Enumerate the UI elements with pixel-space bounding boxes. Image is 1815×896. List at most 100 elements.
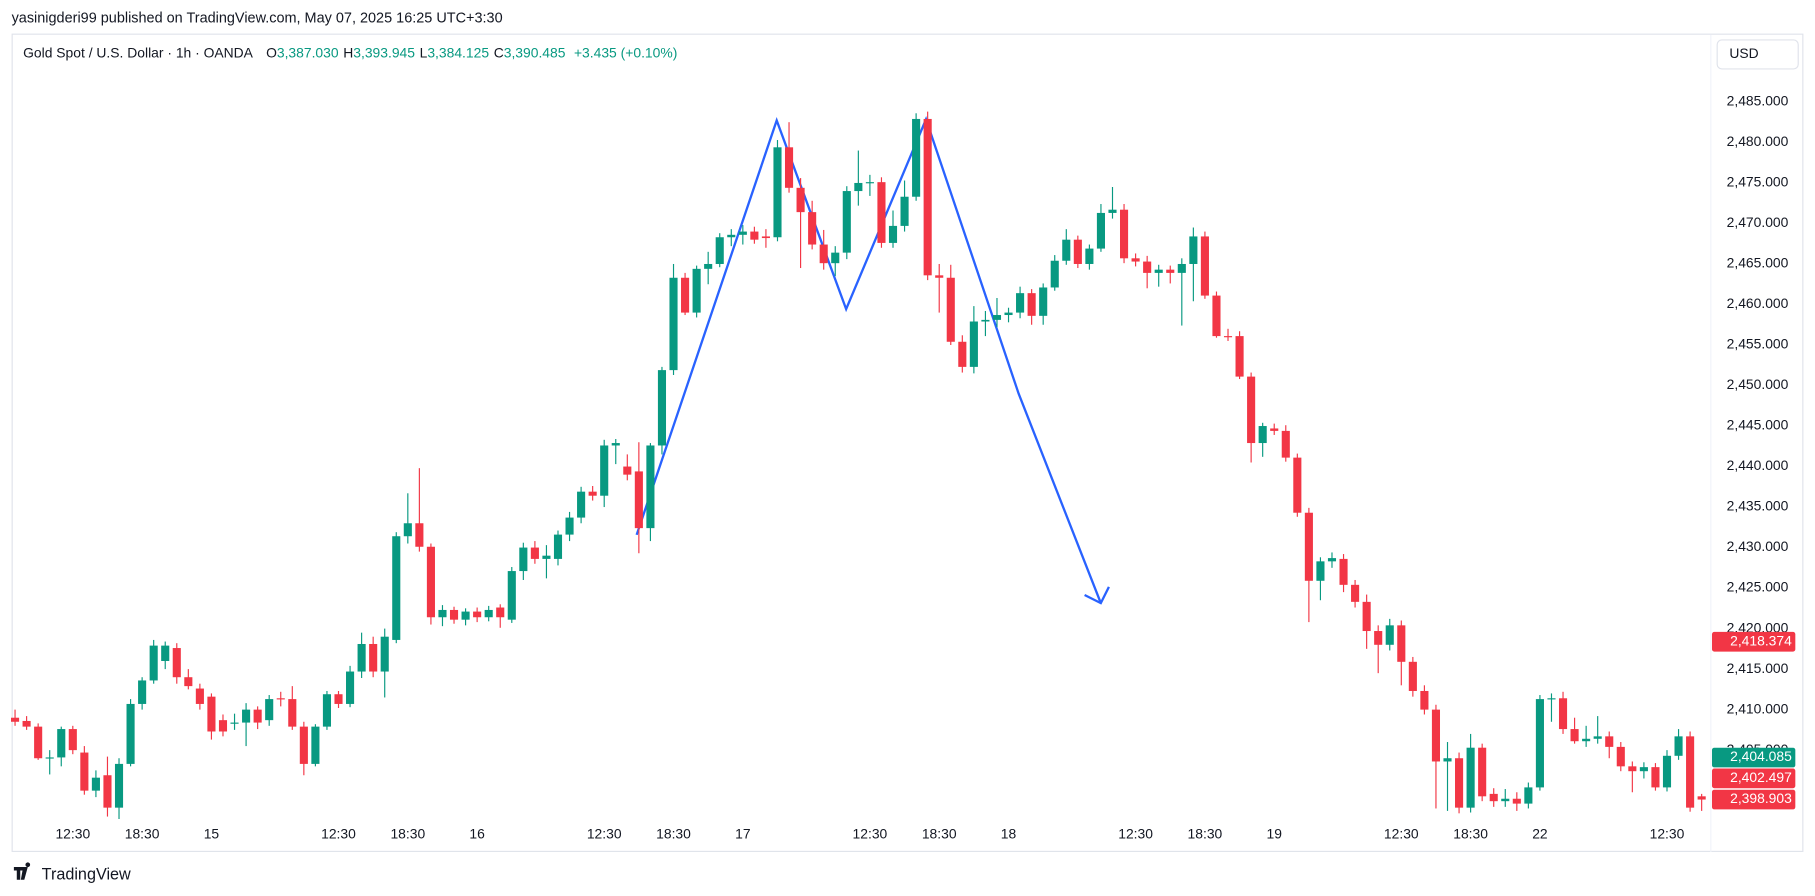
candle-body <box>91 777 100 791</box>
candle-body <box>796 187 805 213</box>
candle-body <box>1639 767 1648 772</box>
candle-body <box>981 319 990 322</box>
candle-body <box>473 611 482 618</box>
legend: Gold Spot / U.S. Dollar · 1h · OANDA O3,… <box>23 44 677 60</box>
x-tick-label: 18:30 <box>390 825 425 841</box>
candle-body <box>172 648 181 678</box>
candle-body <box>1662 755 1672 788</box>
candle-body <box>577 491 586 518</box>
candle-body <box>1408 661 1417 691</box>
candle-body <box>727 234 736 238</box>
y-tick-label: 2,440.000 <box>1727 457 1789 473</box>
y-tick-label: 2,450.000 <box>1727 376 1789 392</box>
candle-body <box>242 709 251 723</box>
candle-body <box>1582 738 1591 742</box>
candle-body <box>1177 263 1186 273</box>
candle-body <box>1281 430 1290 458</box>
candle-body <box>322 694 332 727</box>
candle-body <box>380 636 389 672</box>
candle-body <box>1085 248 1094 264</box>
candle-body <box>1674 736 1683 756</box>
candle-body <box>1501 798 1510 802</box>
ohlc-key: O <box>266 44 277 60</box>
x-tick-label: 18:30 <box>125 825 160 841</box>
y-tick-label: 2,425.000 <box>1727 579 1789 595</box>
candle-body <box>34 726 43 759</box>
candle-body <box>1096 212 1105 249</box>
y-tick-label: 2,465.000 <box>1727 255 1789 271</box>
candle-body <box>1593 736 1602 739</box>
candle-body <box>1212 295 1221 337</box>
candle-body <box>1697 796 1706 800</box>
y-tick-label: 2,475.000 <box>1727 174 1789 190</box>
candle-body <box>218 720 228 732</box>
price-tag <box>1711 768 1796 789</box>
candle-body <box>103 775 112 808</box>
candle-body <box>346 671 355 704</box>
candle-body <box>1004 312 1013 316</box>
plot: 2,405.0002,410.0002,415.0002,420.0002,42… <box>10 93 1796 841</box>
publisher-line: yasinigderi99 published on TradingView.c… <box>12 10 503 26</box>
candle-body <box>969 321 978 367</box>
candle-body <box>1558 698 1568 730</box>
candle-body <box>126 703 135 764</box>
candle-body <box>600 445 609 496</box>
x-tick-label: 18:30 <box>1188 825 1223 841</box>
candle-body <box>623 466 632 475</box>
currency-label[interactable]: USD <box>1729 45 1758 61</box>
candle-body <box>704 263 713 269</box>
candle-body <box>715 237 724 264</box>
y-tick-label: 2,485.000 <box>1727 93 1789 109</box>
x-tick-label: 22 <box>1532 825 1548 841</box>
candle-body <box>1651 767 1660 788</box>
candle-body <box>1027 293 1036 316</box>
ohlc-key: H <box>343 44 353 60</box>
candle-body <box>1455 758 1464 808</box>
y-tick-label: 2,415.000 <box>1727 660 1789 676</box>
candle-body <box>80 752 89 791</box>
candle-body <box>1247 376 1256 444</box>
candle-body <box>946 277 955 342</box>
candle-body <box>819 244 828 264</box>
candle-body <box>681 277 690 313</box>
candle-body <box>1489 793 1498 802</box>
candle-body <box>1420 690 1429 710</box>
x-tick-label: 18:30 <box>656 825 691 841</box>
candle-body <box>1073 239 1082 264</box>
ohlc-value: 3,390.485 <box>504 44 566 60</box>
candle-body <box>530 547 539 559</box>
candle-body <box>900 196 909 226</box>
candle-body <box>161 645 170 662</box>
candle-body <box>1016 293 1025 313</box>
y-tick-label: 2,470.000 <box>1727 214 1789 230</box>
candle-body <box>1062 239 1071 261</box>
ohlc-value: 3,384.125 <box>427 44 489 60</box>
candle-body <box>1686 736 1695 808</box>
candle-body <box>1535 699 1544 788</box>
candle-body <box>1166 269 1175 273</box>
candle-body <box>773 147 782 238</box>
candle-body <box>114 763 124 808</box>
candle-body <box>1258 426 1267 444</box>
x-tick-label: 18:30 <box>1453 825 1488 841</box>
candle-body <box>22 720 31 727</box>
candle-body <box>634 471 643 529</box>
candle-body <box>865 182 874 184</box>
candle-body <box>415 523 424 547</box>
candle-body <box>10 717 20 722</box>
candle-body <box>519 547 528 572</box>
candle-body <box>357 643 366 672</box>
candle-body <box>646 445 655 529</box>
y-tick-label: 2,435.000 <box>1727 498 1789 514</box>
change: +3.435 (+0.10%) <box>574 44 677 60</box>
candle-body <box>369 643 378 672</box>
currency-button[interactable] <box>1716 39 1799 70</box>
candle-body <box>288 699 297 727</box>
x-tick-label: 12:30 <box>1650 825 1685 841</box>
candle-body <box>992 315 1002 320</box>
y-tick-label: 2,420.000 <box>1727 619 1789 635</box>
candle-body <box>1316 561 1325 581</box>
ohlc-key: C <box>494 44 504 60</box>
candle-body <box>230 722 239 724</box>
